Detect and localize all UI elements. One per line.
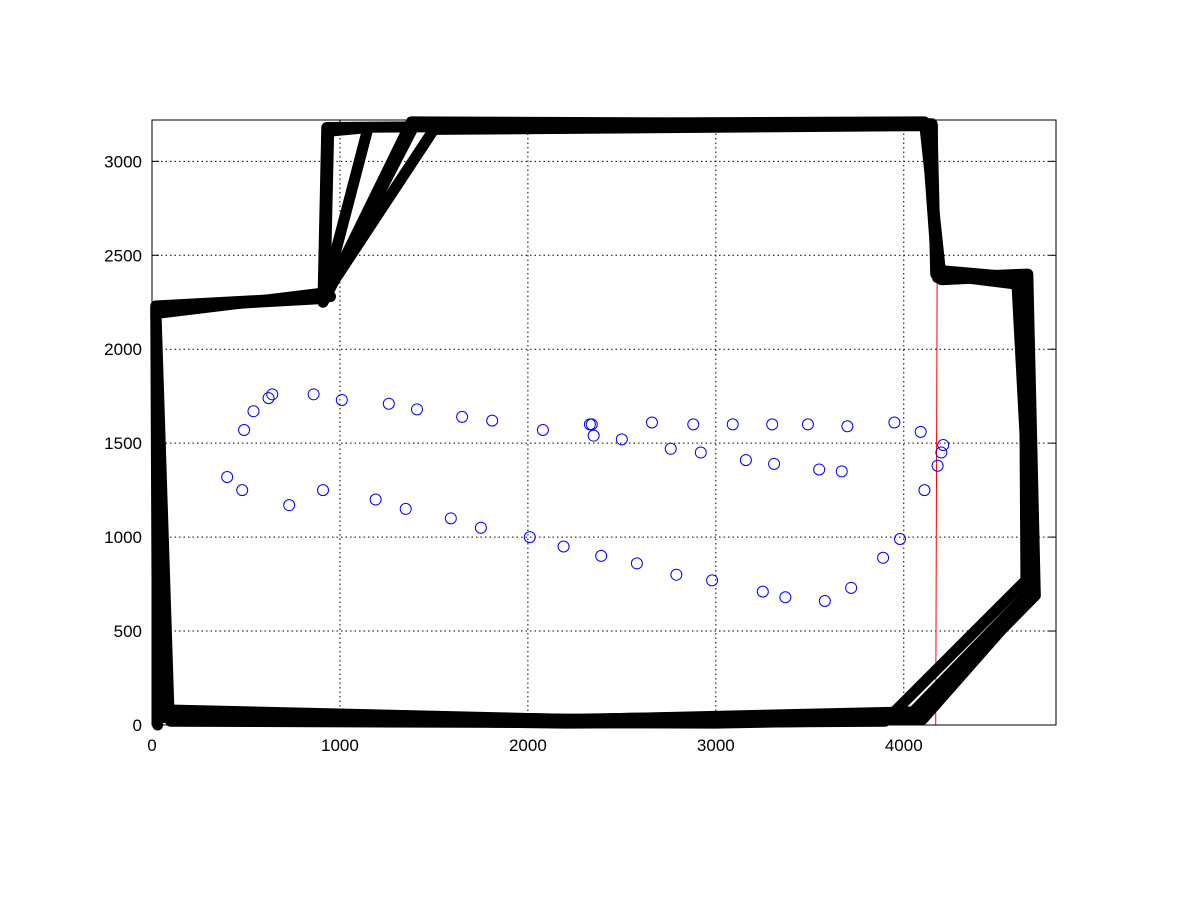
data-point [726, 418, 739, 431]
data-point [841, 420, 854, 433]
data-point [670, 568, 683, 581]
data-point [835, 465, 848, 478]
data-point [894, 532, 907, 545]
x-tick-label: 1000 [321, 736, 359, 755]
y-tick-label: 3000 [104, 152, 142, 171]
data-point [914, 425, 927, 438]
data-point [266, 388, 279, 401]
y-tick-label: 2000 [104, 340, 142, 359]
data-point [595, 549, 608, 562]
boundary-strokes [150, 116, 1041, 731]
plot-frame [151, 119, 1057, 726]
x-tick-label: 0 [147, 736, 156, 755]
data-point [523, 531, 536, 544]
data-point [238, 424, 251, 437]
data-point [474, 521, 487, 534]
data-point [335, 393, 348, 406]
data-point [444, 512, 457, 525]
data-point [779, 591, 792, 604]
y-tick-label: 500 [114, 622, 142, 641]
data-point [236, 484, 249, 497]
data-point [845, 581, 858, 594]
data-point [687, 418, 700, 431]
data-point [664, 442, 677, 455]
data-point [818, 594, 831, 607]
marker-points [221, 388, 950, 607]
data-point [221, 470, 234, 483]
data-point [382, 397, 395, 410]
data-point [583, 418, 596, 431]
data-point [931, 459, 944, 472]
axis-ticks [151, 120, 1056, 726]
data-point [877, 551, 890, 564]
x-tick-labels: 0 1000 2000 3000 4000 [147, 736, 922, 755]
data-point [317, 484, 330, 497]
x-tick-label: 3000 [697, 736, 735, 755]
data-point [557, 540, 570, 553]
y-tick-label: 0 [133, 716, 142, 735]
data-point [706, 574, 719, 587]
data-point [369, 493, 382, 506]
data-point [937, 439, 950, 452]
y-tick-label: 1500 [104, 434, 142, 453]
data-point [536, 424, 549, 437]
y-tick-labels: 0 500 1000 1500 2000 2500 3000 [104, 152, 142, 735]
y-tick-label: 1000 [104, 528, 142, 547]
data-point [756, 585, 769, 598]
data-point [645, 416, 658, 429]
data-point [768, 457, 781, 470]
data-point [283, 499, 296, 512]
y-tick-label: 2500 [104, 246, 142, 265]
data-point [694, 446, 707, 459]
data-point [935, 446, 948, 459]
data-point [615, 433, 628, 446]
data-point [630, 557, 643, 570]
data-point [262, 392, 275, 405]
data-point [399, 502, 412, 515]
data-point [486, 414, 499, 427]
data-point [587, 429, 600, 442]
data-point [813, 463, 826, 476]
data-point [456, 410, 469, 423]
data-point [918, 484, 931, 497]
data-point [739, 454, 752, 467]
boundary-stroke [150, 116, 1041, 729]
data-point [410, 403, 423, 416]
x-tick-label: 2000 [509, 736, 547, 755]
data-point [307, 388, 320, 401]
x-tick-label: 4000 [885, 736, 923, 755]
data-point [888, 416, 901, 429]
grid-lines [152, 120, 1056, 725]
data-point [247, 405, 260, 418]
data-point [801, 418, 814, 431]
data-point [766, 418, 779, 431]
